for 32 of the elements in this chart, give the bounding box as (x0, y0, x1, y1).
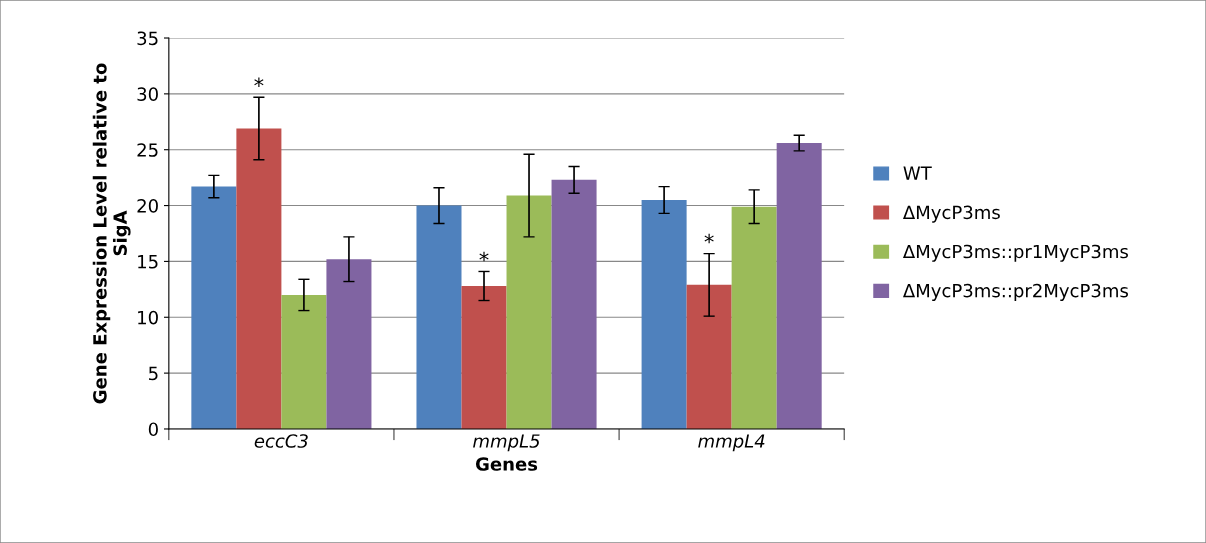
y-tick-label: 5 (149, 366, 158, 381)
y-axis-title: Gene Expression Level relative to SigA (92, 63, 131, 404)
x-axis-title: Genes (475, 457, 538, 471)
x-tick-label: mmpL4 (698, 434, 765, 452)
annotation: * (479, 251, 489, 262)
legend-label: WT (903, 166, 932, 180)
bar (731, 206, 777, 429)
bar (551, 179, 597, 429)
x-tick-label: eccC3 (254, 434, 308, 448)
x-tick-label: mmpL5 (473, 434, 540, 452)
annotation: * (704, 233, 714, 244)
bar (416, 205, 462, 429)
bar (506, 195, 552, 429)
y-tick-label: 35 (137, 31, 158, 46)
y-tick-label: 20 (137, 199, 158, 213)
y-tick-label: 15 (138, 255, 158, 269)
y-tick-label: 25 (137, 143, 158, 157)
y-tick-label: 0 (148, 422, 158, 437)
bar (326, 259, 372, 429)
legend-label: ΔMycP3ms::pr2MycP3ms (902, 283, 1128, 301)
bar (191, 186, 237, 429)
legend-label: ΔMycP3ms (902, 205, 1000, 223)
bar (281, 294, 327, 429)
legend-label: ΔMycP3ms::pr1MycP3ms (902, 244, 1128, 262)
bar (641, 199, 687, 429)
y-tick-label: 30 (137, 87, 158, 101)
y-tick-label: 10 (138, 310, 158, 325)
bar (236, 128, 282, 429)
bar (686, 284, 732, 429)
bar (776, 143, 822, 429)
bar (461, 285, 507, 429)
annotation: * (254, 77, 264, 87)
